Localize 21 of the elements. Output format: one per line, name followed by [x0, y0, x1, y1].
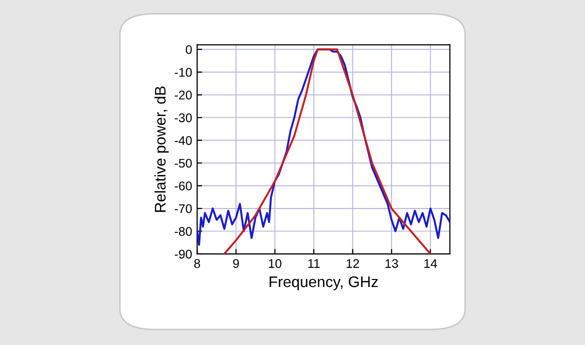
- x-tick-label: 14: [424, 259, 438, 268]
- y-tick-label: -50: [174, 158, 192, 168]
- x-tick-label: 12: [346, 259, 359, 268]
- y-tick-label: -70: [174, 204, 192, 214]
- x-tick-label: 9: [233, 259, 239, 268]
- y-tick-label: -30: [174, 113, 192, 122]
- y-tick-label: -10: [174, 68, 192, 77]
- y-tick-label: -40: [174, 136, 192, 145]
- y-tick-label: -80: [174, 226, 192, 236]
- x-tick-label: 8: [194, 259, 200, 268]
- x-tick-label: 13: [386, 259, 398, 268]
- y-tick-label: -60: [174, 182, 192, 190]
- line-series: [197, 48, 450, 246]
- y-tick-label: 0: [186, 45, 192, 54]
- x-tick-label: 11: [308, 259, 320, 268]
- y-tick-label: -20: [174, 90, 192, 100]
- y-axis-title: Relative power, dB: [154, 86, 169, 212]
- line-series: [223, 48, 432, 254]
- x-axis-title: Frequency, GHz: [270, 276, 378, 290]
- y-tick-label: -90: [174, 250, 192, 259]
- x-tick-label: 10: [268, 259, 282, 268]
